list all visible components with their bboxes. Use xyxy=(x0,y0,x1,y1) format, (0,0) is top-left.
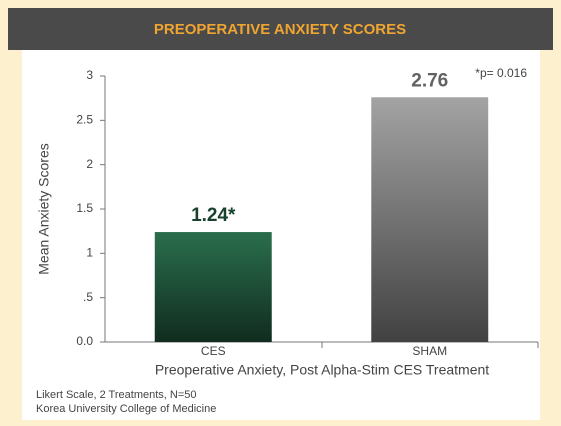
title-bar xyxy=(8,8,553,50)
x-axis-label: Preoperative Anxiety, Post Alpha-Stim CE… xyxy=(155,362,489,378)
note: Korea University College of Medicine xyxy=(36,403,216,415)
bar-shade xyxy=(371,97,489,342)
y-tick-label: 0.0 xyxy=(76,334,93,348)
y-tick-label: 1.5 xyxy=(76,201,93,215)
annotation: *p= 0.016 xyxy=(475,66,527,80)
bar-shade xyxy=(154,232,272,342)
data-label: 1.24* xyxy=(191,205,236,226)
x-tick-label: CES xyxy=(201,344,226,358)
y-tick-label: 2 xyxy=(86,157,93,171)
x-tick-label: SHAM xyxy=(412,344,447,358)
data-label: 2.76 xyxy=(411,70,448,91)
y-tick-label: 1 xyxy=(86,246,93,260)
note: Likert Scale, 2 Treatments, N=50 xyxy=(36,389,197,401)
chart-title: PREOPERATIVE ANXIETY SCORES xyxy=(154,21,406,38)
y-tick-label: 2.5 xyxy=(76,113,93,127)
y-tick-label: .5 xyxy=(83,290,93,304)
y-tick-label: 3 xyxy=(86,68,93,82)
y-axis-label: Mean Anxiety Scores xyxy=(36,143,52,275)
